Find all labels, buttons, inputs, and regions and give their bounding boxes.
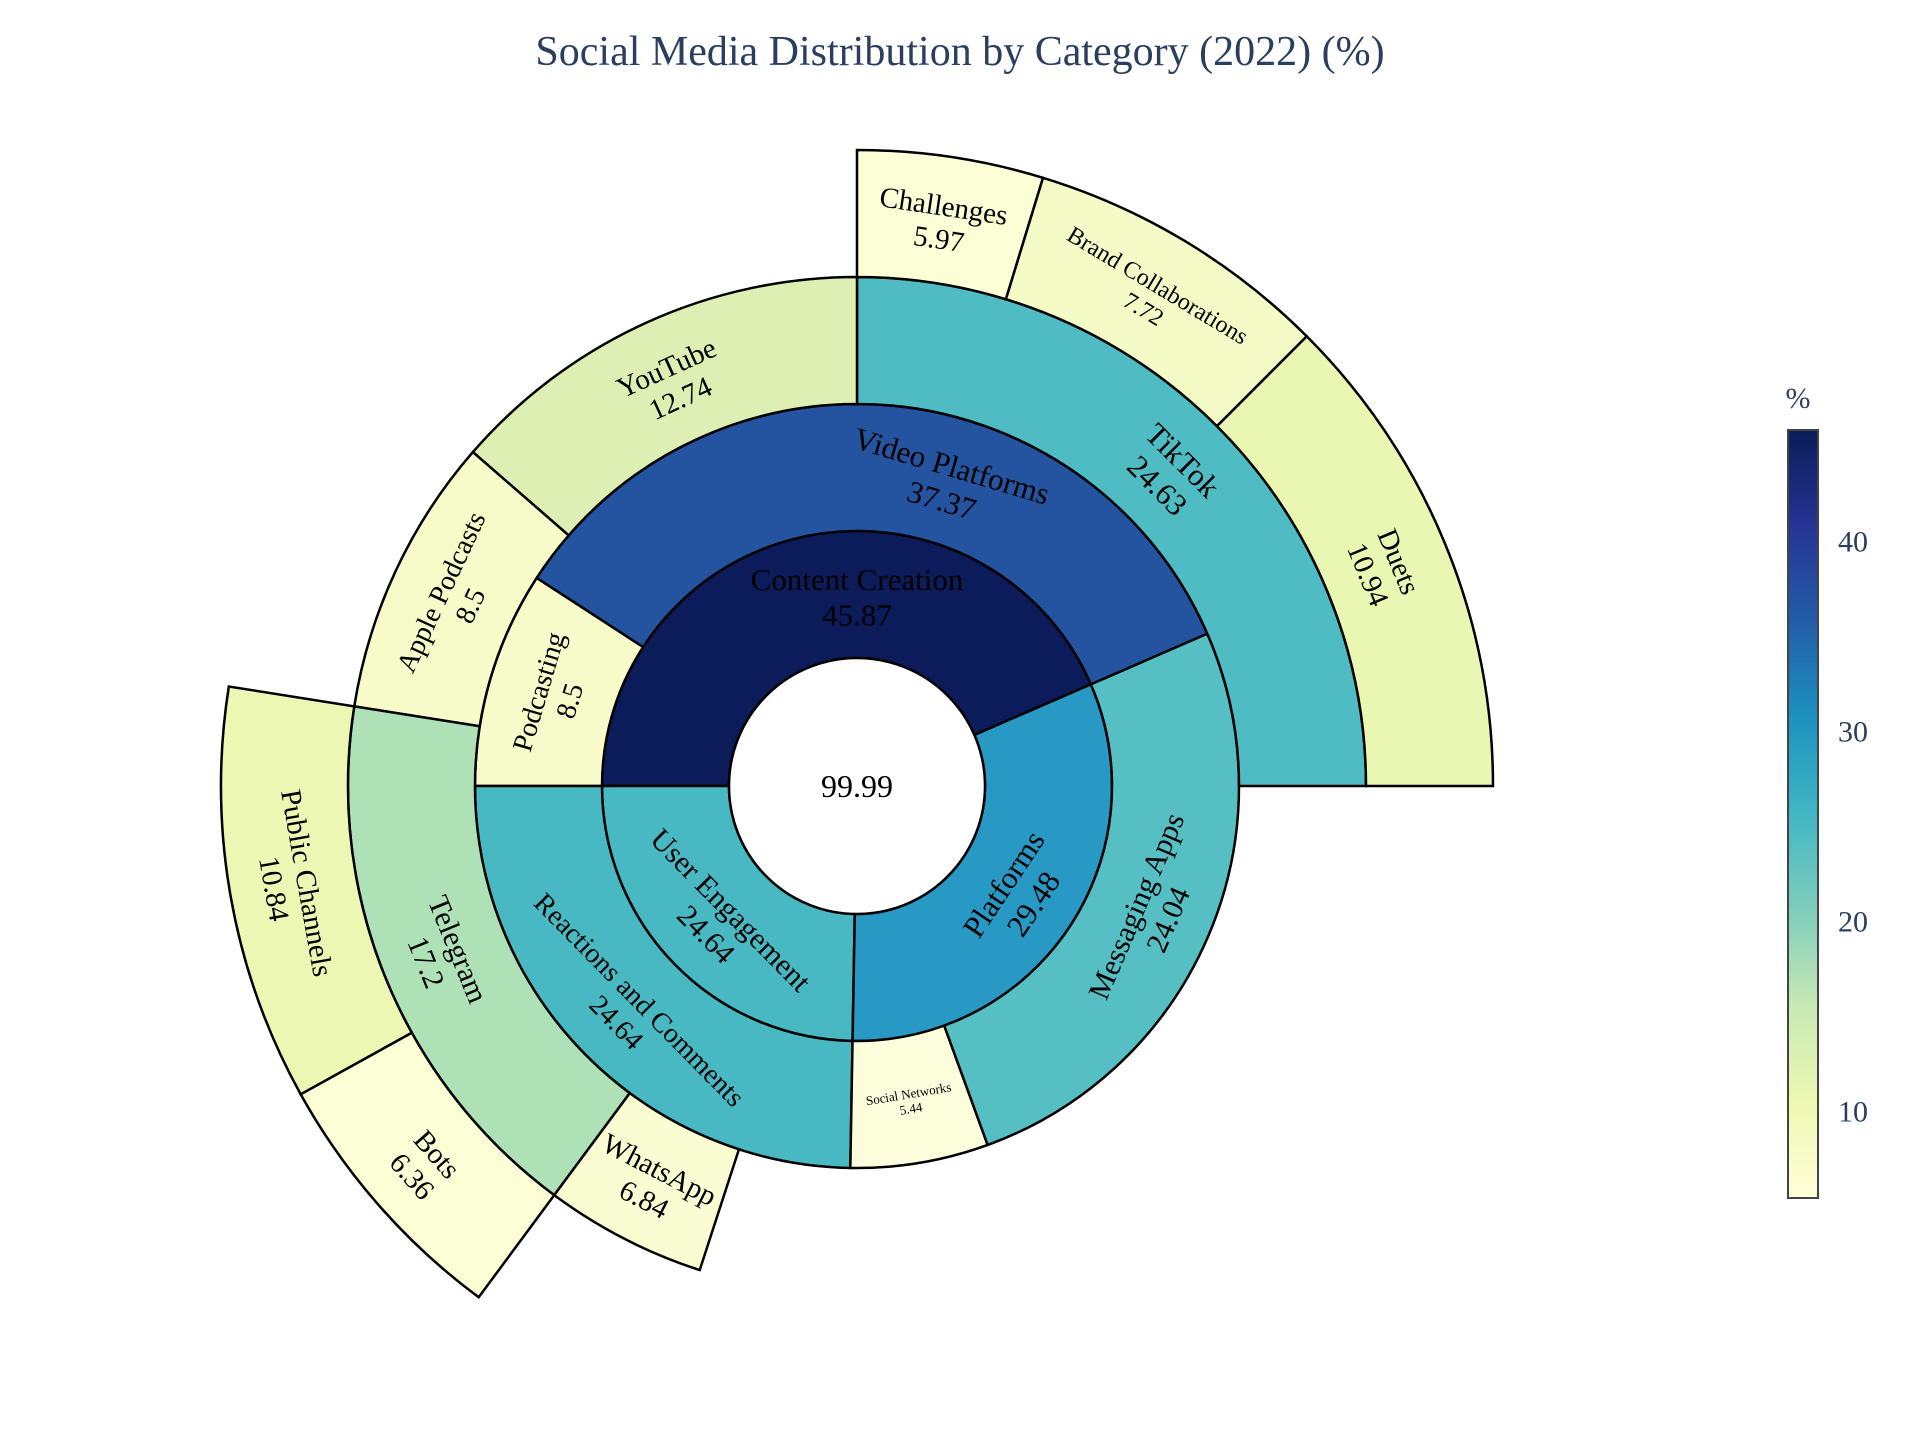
segment-challenges[interactable] [855, 148, 1045, 301]
colorbar-tick-10: 10 [1838, 1095, 1868, 1128]
colorbar-tick-30: 30 [1838, 715, 1868, 748]
sunburst-segments [219, 148, 1495, 1299]
segment-bots[interactable] [299, 1031, 556, 1299]
segment-value-content-creation: 45.87 [822, 598, 892, 633]
colorbar-title: % [1786, 382, 1811, 415]
colorbar: % 10 20 30 40 [1786, 382, 1868, 1199]
segment-whatsapp[interactable] [552, 1091, 741, 1272]
colorbar-tick-20: 20 [1838, 905, 1868, 938]
colorbar-tick-40: 40 [1838, 526, 1868, 559]
root-value-label: 99.99 [821, 768, 893, 804]
segment-value-challenges: 5.97 [911, 220, 966, 259]
segment-name-content-creation: Content Creation [751, 562, 964, 597]
root-center[interactable] [727, 656, 987, 916]
segment-value-social-networks: 5.44 [899, 1099, 924, 1118]
colorbar-gradient [1787, 429, 1819, 1199]
chart-title: Social Media Distribution by Category (2… [535, 29, 1385, 75]
